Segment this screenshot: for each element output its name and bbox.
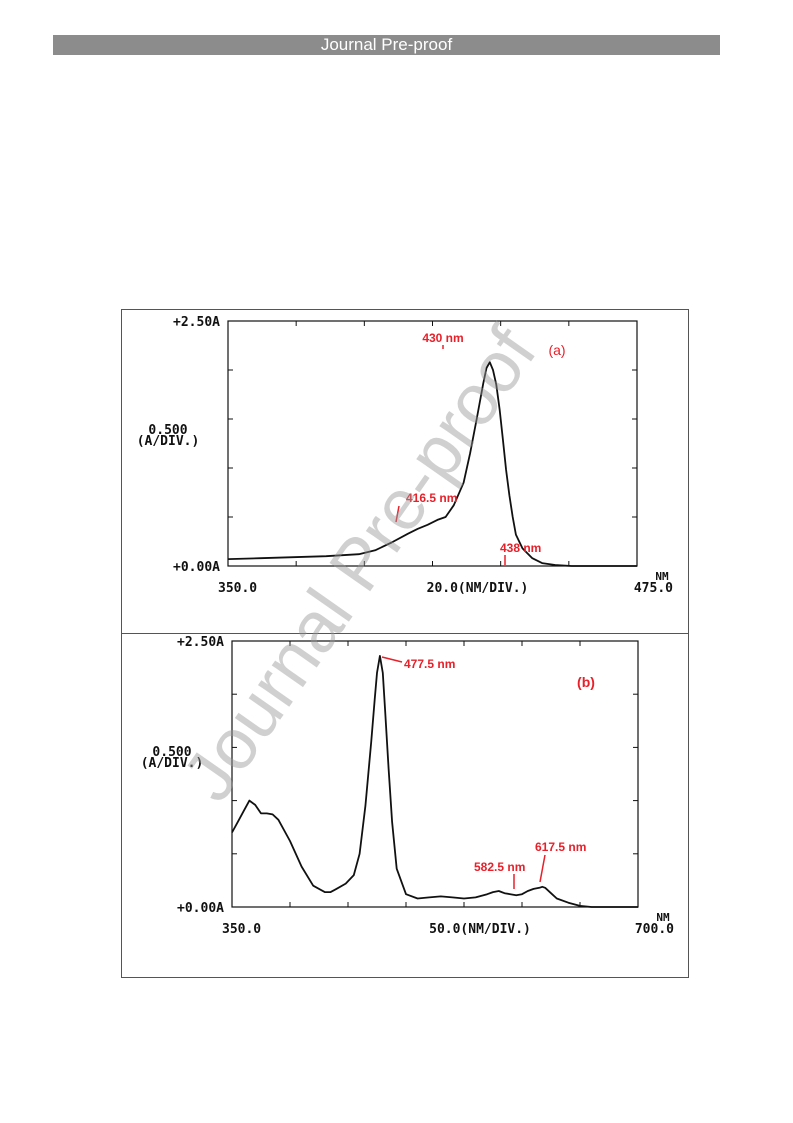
x-right-label: 475.0	[634, 581, 673, 596]
peak-annotation: 477.5 nm	[404, 657, 455, 671]
y-bottom-label: +0.00A	[177, 901, 224, 916]
x-right-unit: NM	[655, 570, 669, 583]
peak-annotation: 438 nm	[500, 541, 541, 555]
x-mid-label: 50.0(NM/DIV.)	[429, 922, 531, 937]
peak-annotation: 430 nm	[422, 331, 463, 345]
y-mid-label: 0.500	[148, 423, 187, 438]
panel-divider	[121, 633, 689, 634]
plot-frame	[231, 640, 639, 908]
y-mid-label: 0.500	[152, 745, 191, 760]
y-top-label: +2.50A	[177, 635, 224, 650]
peak-marker-line	[395, 505, 400, 523]
panel-label: (b)	[577, 674, 595, 690]
x-mid-label: 20.0(NM/DIV.)	[427, 581, 529, 596]
x-right-label: 700.0	[635, 922, 674, 937]
y-top-label: +2.50A	[173, 315, 220, 330]
y-bottom-label: +0.00A	[173, 560, 220, 575]
peak-annotation: 416.5 nm	[406, 491, 457, 505]
peak-marker-line	[381, 656, 403, 663]
x-right-unit: NM	[656, 911, 670, 924]
figure-frame	[121, 309, 689, 978]
peak-annotation: 617.5 nm	[535, 840, 586, 854]
peak-annotation: 582.5 nm	[474, 860, 525, 874]
panel-label: (a)	[548, 342, 565, 358]
spectrum-line	[231, 655, 638, 908]
spectrum-line	[227, 361, 637, 567]
journal-preproof-header: Journal Pre-proof	[53, 35, 720, 55]
x-left-label: 350.0	[222, 922, 261, 937]
x-left-label: 350.0	[218, 581, 257, 596]
peak-marker-line	[539, 854, 546, 883]
y-mid-sublabel: (A/DIV.)	[141, 756, 204, 771]
y-mid-sublabel: (A/DIV.)	[137, 434, 200, 449]
